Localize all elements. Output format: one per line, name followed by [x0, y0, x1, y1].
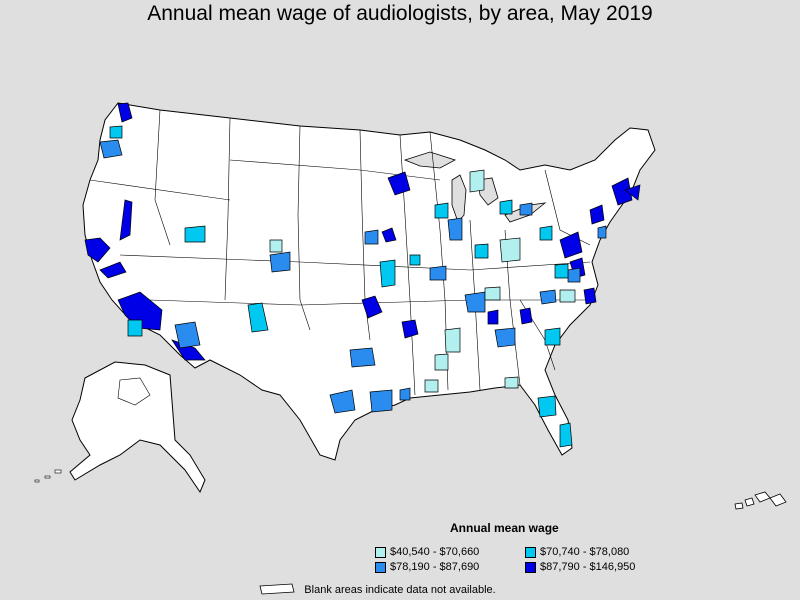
legend-item-upper-mid: $78,190 - $87,690 — [375, 561, 479, 573]
alaska-highlight — [117, 377, 151, 406]
alaska-land — [69, 361, 206, 494]
legend-label-lowest: $40,540 - $70,660 — [390, 546, 480, 558]
areas-highest — [84, 102, 641, 361]
areas-lower-mid — [109, 125, 573, 448]
contiguous-us-land — [82, 102, 656, 461]
legend-swatch-highest — [525, 561, 536, 573]
legend-item-highest: $87,790 - $146,950 — [525, 561, 635, 573]
legend-swatch-lower-mid — [525, 546, 536, 558]
legend-item-lowest: $40,540 - $70,660 — [375, 546, 479, 558]
legend-swatch-upper-mid — [375, 561, 386, 573]
areas-lowest — [269, 169, 576, 393]
puerto-rico-land — [259, 583, 295, 595]
hawaii-land — [734, 491, 787, 510]
legend-swatch-lowest — [375, 546, 386, 558]
areas-upper-mid — [99, 139, 607, 414]
legend-label-upper-mid: $78,190 - $87,690 — [390, 561, 480, 573]
aleutian-islands — [34, 469, 62, 483]
legend-title: Annual mean wage — [450, 521, 559, 535]
map-title: Annual mean wage of audiologists, by are… — [147, 2, 653, 25]
lake-superior — [403, 151, 457, 169]
legend-label-highest: $87,790 - $146,950 — [540, 561, 636, 573]
lake-michigan — [451, 174, 467, 223]
footnote: Blank areas indicate data not available. — [304, 584, 496, 596]
legend-label-lower-mid: $70,740 - $78,080 — [540, 546, 630, 558]
legend-item-lower-mid: $70,740 - $78,080 — [525, 546, 629, 558]
